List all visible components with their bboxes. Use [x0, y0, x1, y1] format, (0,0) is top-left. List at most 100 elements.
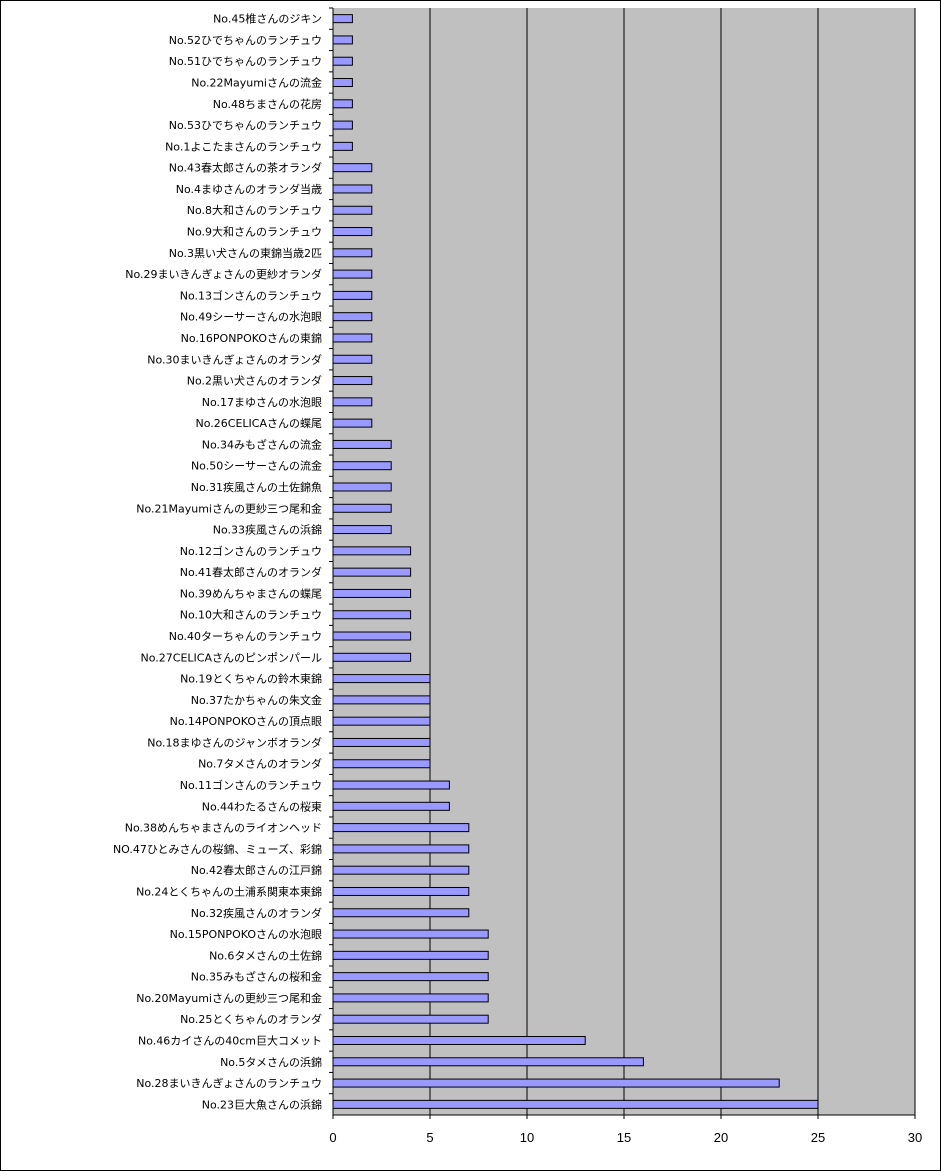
bar-37 — [332, 801, 450, 811]
category-label-20: No.34みもざさんの流金 — [202, 437, 322, 451]
bars — [332, 14, 819, 1109]
category-label-43: No.15PONPOKOさんの水泡眼 — [170, 927, 322, 941]
bar-5 — [332, 120, 353, 130]
category-label-51: No.23巨大魚さんの浜錦 — [202, 1097, 322, 1111]
x-tick-label-2: 10 — [520, 1130, 534, 1145]
bar-9 — [332, 205, 373, 215]
category-label-25: No.12ゴンさんのランチュウ — [180, 544, 322, 558]
category-label-21: No.50シーサーさんの流金 — [191, 459, 322, 473]
bar-8 — [332, 184, 373, 194]
bar-36 — [332, 780, 450, 790]
bar-27 — [332, 588, 412, 598]
bar-39 — [332, 844, 470, 854]
bar-12 — [332, 269, 373, 279]
category-label-50: No.28まいきんぎょさんのランチュウ — [136, 1076, 322, 1090]
bar-34 — [332, 737, 431, 747]
bar-42 — [332, 908, 470, 918]
bar-32 — [332, 695, 431, 705]
bar-4 — [332, 99, 353, 109]
bar-7 — [332, 163, 373, 173]
bar-2 — [332, 56, 353, 66]
category-label-24: No.33疾風さんの浜錦 — [213, 523, 322, 537]
category-label-28: No.10大和さんのランチュウ — [180, 608, 322, 622]
bar-22 — [332, 482, 392, 492]
bar-19 — [332, 418, 373, 428]
bar-10 — [332, 227, 373, 237]
category-label-8: No.4まゆさんのオランダ当歳 — [176, 182, 322, 196]
category-labels: No.45椎さんのジキン No.52ひでちゃんのランチュウ No.51ひでちゃんのラ… — [113, 7, 333, 1111]
category-label-34: No.18まゆさんのジャンボオランダ — [147, 735, 322, 749]
bar-26 — [332, 567, 412, 577]
category-label-46: No.20Mayumiさんの更紗三つ尾和金 — [136, 991, 322, 1005]
bar-35 — [332, 759, 431, 769]
category-label-0: No.45椎さんのジキン — [213, 12, 322, 26]
category-label-15: No.16PONPOKOさんの東錦 — [181, 331, 322, 345]
bar-38 — [332, 823, 470, 833]
category-label-14: No.49シーサーさんの水泡眼 — [180, 310, 322, 324]
category-label-17: No.2黒い犬さんのオランダ — [187, 374, 322, 388]
bar-21 — [332, 461, 392, 471]
bar-41 — [332, 886, 470, 896]
category-label-9: No.8大和さんのランチュウ — [187, 203, 322, 217]
category-label-33: No.14PONPOKOさんの頂点眼 — [170, 715, 322, 728]
bar-30 — [332, 652, 412, 662]
category-label-6: No.1よこたまさんのランチュウ — [165, 140, 322, 153]
category-label-38: No.38めんちゃまさんのライオンヘッド — [125, 822, 322, 835]
bar-48 — [332, 1035, 586, 1045]
bar-46 — [332, 993, 489, 1003]
bar-49 — [332, 1057, 644, 1067]
category-label-23: No.21Mayumiさんの更紗三つ尾和金 — [136, 501, 322, 515]
category-label-7: No.43春太郎さんの茶オランダ — [169, 161, 322, 175]
bar-44 — [332, 950, 489, 960]
bar-47 — [332, 1014, 489, 1024]
bar-20 — [332, 439, 392, 449]
bar-1 — [332, 35, 353, 45]
category-label-37: No.44わたるさんの桜東 — [202, 799, 322, 813]
x-tick-label-4: 20 — [714, 1130, 728, 1145]
category-label-31: No.19とくちゃんの鈴木東錦 — [180, 672, 322, 686]
bar-18 — [332, 397, 373, 407]
bar-14 — [332, 312, 373, 322]
bar-24 — [332, 525, 392, 535]
category-label-16: No.30まいきんぎょさんのオランダ — [147, 352, 322, 366]
x-tick-labels: 0 5 10 15 20 25 30 — [329, 1115, 922, 1145]
category-label-44: No.6タメさんの土佐錦 — [209, 948, 322, 962]
category-label-36: No.11ゴンさんのランチュウ — [180, 778, 322, 792]
category-label-4: No.48ちまさんの花房 — [213, 98, 322, 111]
x-tick-label-5: 25 — [811, 1130, 825, 1145]
category-label-18: No.17まゆさんの水泡眼 — [202, 395, 322, 409]
bar-28 — [332, 610, 412, 620]
bar-51 — [332, 1099, 819, 1109]
axes — [332, 8, 915, 1116]
category-label-40: No.42春太郎さんの江戸錦 — [191, 863, 322, 877]
bar-23 — [332, 503, 392, 513]
category-label-29: No.40ターちゃんのランチュウ — [169, 630, 322, 643]
bar-31 — [332, 674, 431, 684]
x-tick-label-0: 0 — [329, 1130, 336, 1145]
bar-13 — [332, 290, 373, 300]
category-label-27: No.39めんちゃまさんの蝶尾 — [180, 586, 322, 600]
category-label-22: No.31疾風さんの土佐錦魚 — [191, 480, 322, 494]
bar-43 — [332, 929, 489, 939]
category-label-10: No.9大和さんのランチュウ — [187, 225, 322, 239]
category-label-12: No.29まいきんぎょさんの更紗オランダ — [125, 267, 322, 281]
category-label-26: No.41春太郎さんのオランダ — [180, 565, 322, 579]
category-label-3: No.22Mayumiさんの流金 — [191, 76, 322, 90]
category-label-48: No.46カイさんの40cm巨大コメット — [138, 1033, 322, 1047]
bar-33 — [332, 716, 431, 726]
category-label-47: No.25とくちゃんのオランダ — [180, 1012, 322, 1026]
bar-16 — [332, 354, 373, 364]
bar-6 — [332, 141, 353, 151]
bar-11 — [332, 248, 373, 258]
bar-0 — [332, 14, 353, 24]
category-label-45: No.35みもざさんの桜和金 — [191, 970, 322, 984]
category-label-2: No.51ひでちゃんのランチュウ — [169, 55, 322, 68]
category-label-13: No.13ゴンさんのランチュウ — [180, 288, 322, 302]
bar-29 — [332, 631, 412, 641]
bar-40 — [332, 865, 470, 875]
category-label-42: No.32疾風さんのオランダ — [191, 906, 322, 920]
category-label-32: No.37たかちゃんの朱文金 — [191, 693, 322, 707]
bar-25 — [332, 546, 412, 556]
x-tick-label-3: 15 — [617, 1130, 631, 1145]
